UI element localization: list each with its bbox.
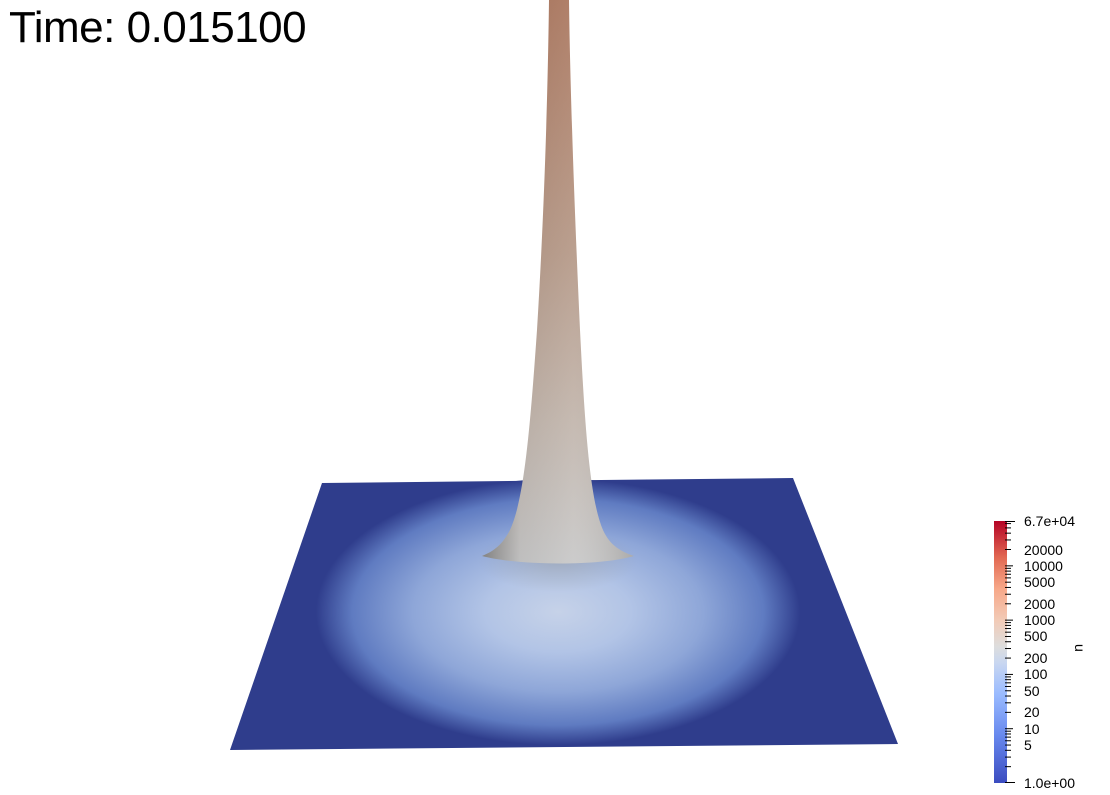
colorbar-tick-label: 10 [1024, 720, 1040, 737]
colorbar-tick-label: 10000 [1024, 557, 1063, 574]
solution-glow [316, 479, 800, 745]
colorbar-gradient [994, 521, 1007, 783]
color-legend[interactable]: 6.7e+04 1.0e+00 20000 10000 5000 2000 1000 500 2… [994, 514, 1110, 790]
colorbar-tick-label: 5 [1024, 737, 1032, 754]
colorbar-tick-label: 2000 [1024, 595, 1056, 612]
colorbar-tick-label: 100 [1024, 666, 1048, 683]
colorbar-min-label: 1.0e+00 [1024, 775, 1075, 791]
colorbar-tick-label: 5000 [1024, 574, 1056, 591]
colorbar-variable-label: u [1072, 644, 1088, 652]
colorbar-tick-label: 1000 [1024, 612, 1056, 629]
colorbar-tick-label: 20000 [1024, 541, 1063, 558]
time-annotation: Time: 0.015100 [9, 3, 307, 52]
colorbar-tick-label: 500 [1024, 628, 1048, 645]
colorbar-max-label: 6.7e+04 [1024, 513, 1075, 529]
colorbar-tick-label: 200 [1024, 650, 1048, 667]
spike-shading [482, 0, 634, 564]
colorbar-ticks [1005, 521, 1015, 783]
colorbar-tick-label: 50 [1024, 682, 1040, 699]
colorbar-tick-label: 20 [1024, 704, 1040, 721]
